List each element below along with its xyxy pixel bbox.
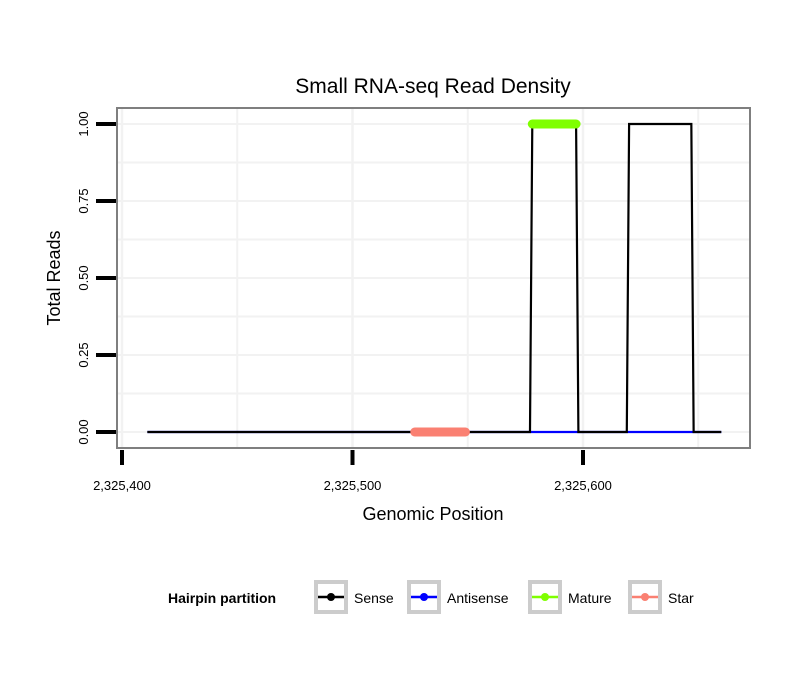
legend-key-antisense bbox=[407, 580, 441, 614]
series-sense-line bbox=[147, 122, 722, 434]
legend-label-star: Star bbox=[668, 590, 694, 606]
legend-point-star bbox=[641, 593, 649, 601]
y-tick-label: 0.00 bbox=[76, 419, 91, 444]
chart-title: Small RNA-seq Read Density bbox=[295, 75, 571, 98]
x-tick-label: 2,325,600 bbox=[554, 478, 612, 493]
y-tick-label: 1.00 bbox=[76, 111, 91, 136]
legend-point-sense bbox=[327, 593, 335, 601]
legend-label-mature: Mature bbox=[568, 590, 612, 606]
y-tick-label: 0.25 bbox=[76, 342, 91, 367]
y-tick-label: 0.75 bbox=[76, 188, 91, 213]
legend-title: Hairpin partition bbox=[168, 590, 276, 606]
legend-point-antisense bbox=[420, 593, 428, 601]
x-tick-label: 2,325,500 bbox=[324, 478, 382, 493]
legend-label-sense: Sense bbox=[354, 590, 394, 606]
legend-label-antisense: Antisense bbox=[447, 590, 509, 606]
x-axis-label: Genomic Position bbox=[362, 504, 503, 524]
y-axis-label: Total Reads bbox=[44, 230, 64, 325]
y-tick-label: 0.50 bbox=[76, 265, 91, 290]
x-tick-label: 2,325,400 bbox=[93, 478, 151, 493]
legend-point-mature bbox=[541, 593, 549, 601]
plot-panel-border bbox=[116, 107, 751, 449]
